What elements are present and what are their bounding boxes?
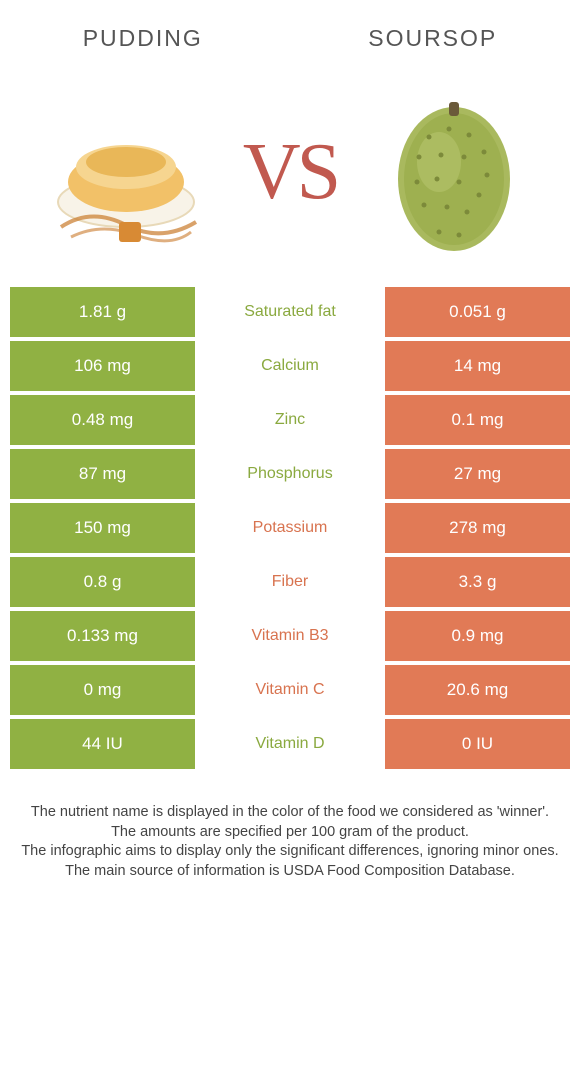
- right-value-cell: 0.1 mg: [385, 395, 570, 445]
- images-row: VS: [0, 67, 580, 287]
- right-value-cell: 0.051 g: [385, 287, 570, 337]
- table-row: 44 IUVitamin D0 IU: [10, 719, 570, 769]
- nutrient-label-cell: Calcium: [195, 341, 385, 391]
- table-row: 0.8 gFiber3.3 g: [10, 557, 570, 607]
- nutrient-label-cell: Potassium: [195, 503, 385, 553]
- right-food-title: Soursop: [368, 25, 497, 52]
- vs-label: VS: [243, 127, 337, 218]
- soursop-image: [369, 87, 539, 257]
- footer-notes: The nutrient name is displayed in the co…: [0, 773, 580, 881]
- table-row: 150 mgPotassium278 mg: [10, 503, 570, 553]
- left-value-cell: 0.48 mg: [10, 395, 195, 445]
- right-value-cell: 278 mg: [385, 503, 570, 553]
- left-value-cell: 150 mg: [10, 503, 195, 553]
- nutrient-label-cell: Fiber: [195, 557, 385, 607]
- table-row: 106 mgCalcium14 mg: [10, 341, 570, 391]
- nutrient-label-cell: Vitamin B3: [195, 611, 385, 661]
- right-value-cell: 14 mg: [385, 341, 570, 391]
- right-value-cell: 27 mg: [385, 449, 570, 499]
- footer-line-4: The main source of information is USDA F…: [15, 862, 565, 882]
- header: Pudding Soursop: [0, 0, 580, 67]
- footer-line-1: The nutrient name is displayed in the co…: [15, 803, 565, 823]
- left-value-cell: 0.133 mg: [10, 611, 195, 661]
- left-value-cell: 44 IU: [10, 719, 195, 769]
- left-value-cell: 106 mg: [10, 341, 195, 391]
- nutrient-label-cell: Vitamin C: [195, 665, 385, 715]
- table-row: 0.133 mgVitamin B30.9 mg: [10, 611, 570, 661]
- nutrient-label-cell: Zinc: [195, 395, 385, 445]
- right-value-cell: 3.3 g: [385, 557, 570, 607]
- left-value-cell: 1.81 g: [10, 287, 195, 337]
- nutrient-label-cell: Vitamin D: [195, 719, 385, 769]
- table-row: 87 mgPhosphorus27 mg: [10, 449, 570, 499]
- comparison-table: 1.81 gSaturated fat0.051 g106 mgCalcium1…: [10, 287, 570, 769]
- left-value-cell: 0 mg: [10, 665, 195, 715]
- right-value-cell: 0 IU: [385, 719, 570, 769]
- left-value-cell: 87 mg: [10, 449, 195, 499]
- right-value-cell: 0.9 mg: [385, 611, 570, 661]
- table-row: 0 mgVitamin C20.6 mg: [10, 665, 570, 715]
- nutrient-label-cell: Phosphorus: [195, 449, 385, 499]
- footer-line-2: The amounts are specified per 100 gram o…: [15, 823, 565, 843]
- table-row: 0.48 mgZinc0.1 mg: [10, 395, 570, 445]
- left-food-title: Pudding: [83, 25, 203, 52]
- table-row: 1.81 gSaturated fat0.051 g: [10, 287, 570, 337]
- left-value-cell: 0.8 g: [10, 557, 195, 607]
- nutrient-label-cell: Saturated fat: [195, 287, 385, 337]
- pudding-image: [41, 87, 211, 257]
- right-value-cell: 20.6 mg: [385, 665, 570, 715]
- footer-line-3: The infographic aims to display only the…: [15, 842, 565, 862]
